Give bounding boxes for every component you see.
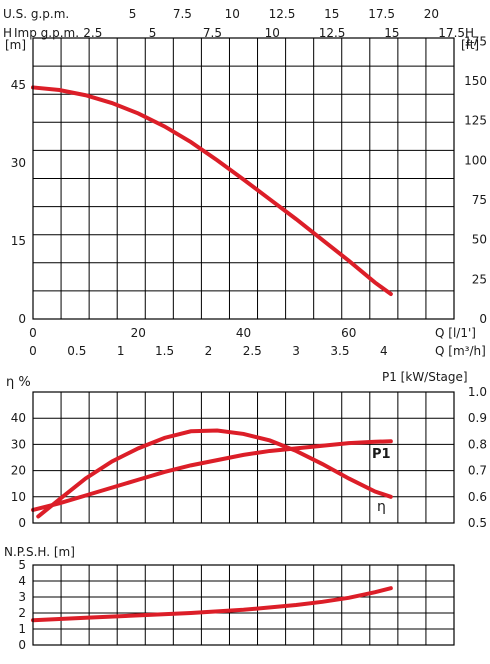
usgpm-tick: 17.5 [368, 7, 395, 21]
power-y-tick: 0.8 [468, 437, 487, 451]
p1-curve-label: P1 [372, 447, 391, 462]
head-y-tick-ft: 150 [464, 74, 487, 88]
npsh-y-ticks: 0 1 2 3 4 5 [18, 558, 26, 652]
npsh-grid [33, 565, 454, 645]
npsh-chart: N.P.S.H. [m] 0 1 2 3 4 5 [4, 545, 455, 652]
p1-curve [31, 439, 393, 512]
efficiency-power-chart: η % P1 [kW/Stage] 0 10 20 30 40 0.5 0.6 0.7 0.8… [6, 370, 487, 530]
efficiency-y-tick: 10 [11, 490, 26, 504]
eta-curve-label: η [377, 499, 386, 515]
head-y-unit-ft: [ft] [461, 38, 479, 52]
npsh-y-tick: 4 [18, 574, 26, 588]
head-x-tick-m3h: 2 [205, 344, 213, 358]
usgpm-tick: 7.5 [173, 7, 192, 21]
head-x-tick-m3h: 0.5 [67, 344, 86, 358]
head-x-label-m3h: Q [m³/h] [435, 344, 486, 358]
efficiency-grid [33, 392, 454, 523]
head-y-tick-ft: 0 [479, 312, 487, 326]
head-curve [31, 85, 393, 297]
head-x-label-lpm: Q [l/1'] [435, 326, 476, 340]
head-y-tick-m: 0 [18, 312, 26, 326]
npsh-curve [31, 586, 393, 623]
efficiency-y-tick: 20 [11, 464, 26, 478]
npsh-y-tick: 1 [18, 622, 26, 636]
head-x-tick-lpm: 60 [341, 326, 356, 340]
head-y-tick-m: 30 [11, 156, 26, 170]
npsh-y-label: N.P.S.H. [m] [4, 545, 75, 559]
impgpm-tick: 5 [149, 26, 157, 40]
power-y-label: P1 [kW/Stage] [382, 370, 468, 384]
head-y-ticks-ft: 0 25 50 75 100 125 150 175 [464, 34, 487, 326]
power-y-tick: 1.0 [468, 385, 487, 399]
power-y-tick: 0.7 [468, 464, 487, 478]
efficiency-y-tick: 30 [11, 437, 26, 451]
impgpm-tick: 10 [265, 26, 280, 40]
head-chart: U.S. g.p.m. 5 7.5 10 12.5 15 17.5 20 H Imp g.p… [3, 7, 487, 358]
power-y-tick: 0.5 [468, 516, 487, 530]
efficiency-plot-frame [32, 391, 455, 524]
npsh-y-tick: 5 [18, 558, 26, 572]
usgpm-tick: 10 [225, 7, 240, 21]
head-x-tick-m3h: 2.5 [243, 344, 262, 358]
eta-curve [36, 428, 393, 519]
impgpm-tick: 15 [384, 26, 399, 40]
impgpm-tick: 2.5 [83, 26, 102, 40]
usgpm-label: U.S. g.p.m. [3, 7, 69, 21]
head-x-tick-m3h: 0 [29, 344, 37, 358]
usgpm-tick: 12.5 [269, 7, 296, 21]
head-plot-frame [32, 37, 455, 320]
top-H-left: H [3, 26, 12, 40]
impgpm-ticks: 2.5 5 7.5 10 12.5 15 17.5 [83, 26, 465, 40]
usgpm-tick: 5 [129, 7, 137, 21]
head-x-ticks-lpm: 0 20 40 60 [29, 326, 356, 340]
usgpm-tick: 15 [324, 7, 339, 21]
npsh-plot-frame [32, 564, 455, 646]
head-x-tick-lpm: 40 [236, 326, 251, 340]
efficiency-y-label: η % [6, 375, 31, 390]
usgpm-tick: 20 [424, 7, 439, 21]
head-y-tick-m: 15 [11, 234, 26, 248]
head-x-tick-m3h: 1 [117, 344, 125, 358]
head-y-tick-ft: 175 [464, 34, 487, 48]
head-x-tick-m3h: 3.5 [330, 344, 349, 358]
impgpm-label: Imp g.p.m. [14, 26, 79, 40]
head-y-tick-ft: 100 [464, 153, 487, 167]
efficiency-y-ticks: 0 10 20 30 40 [11, 411, 26, 530]
impgpm-tick: 17.5 [438, 26, 465, 40]
head-x-tick-m3h: 1.5 [155, 344, 174, 358]
impgpm-tick: 7.5 [203, 26, 222, 40]
head-y-unit-m: [m] [5, 38, 26, 52]
efficiency-y-tick: 0 [18, 516, 26, 530]
head-x-ticks-m3h: 0 0.5 1 1.5 2 2.5 3 3.5 4 [29, 344, 387, 358]
impgpm-tick: 12.5 [319, 26, 346, 40]
head-x-tick-lpm: 0 [29, 326, 37, 340]
head-y-tick-ft: 75 [472, 193, 487, 207]
head-y-tick-ft: 125 [464, 114, 487, 128]
head-y-tick-ft: 25 [472, 272, 487, 286]
npsh-y-tick: 3 [18, 590, 26, 604]
efficiency-y-tick: 40 [11, 411, 26, 425]
npsh-y-tick: 2 [18, 606, 26, 620]
head-x-tick-m3h: 4 [380, 344, 388, 358]
head-y-ticks-m: 0 15 30 45 [11, 78, 26, 326]
usgpm-ticks: 5 7.5 10 12.5 15 17.5 20 [129, 7, 439, 21]
head-y-tick-ft: 50 [472, 233, 487, 247]
power-y-tick: 0.6 [468, 490, 487, 504]
head-y-tick-m: 45 [11, 78, 26, 92]
head-x-tick-m3h: 3 [292, 344, 300, 358]
power-y-tick: 0.9 [468, 411, 487, 425]
head-x-tick-lpm: 20 [131, 326, 146, 340]
top-H-right: H [465, 26, 474, 40]
power-y-ticks: 0.5 0.6 0.7 0.8 0.9 1.0 [468, 385, 487, 530]
npsh-y-tick: 0 [18, 638, 26, 652]
